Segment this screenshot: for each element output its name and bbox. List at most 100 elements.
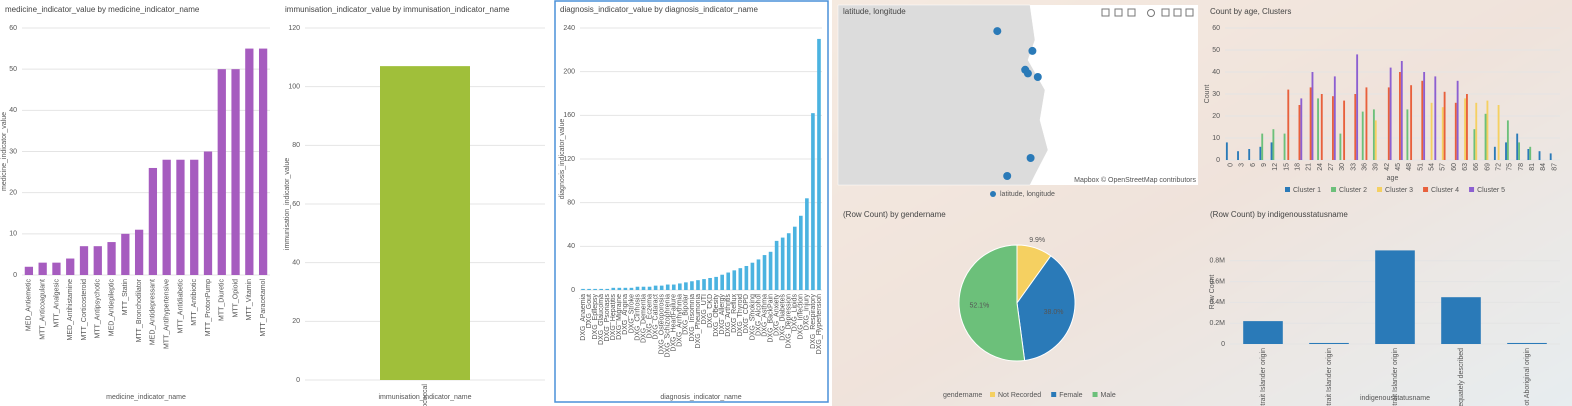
legend-label[interactable]: Cluster 1 <box>1293 187 1321 194</box>
bar[interactable] <box>1473 129 1476 160</box>
bar[interactable] <box>1410 85 1413 160</box>
bar[interactable] <box>714 276 718 290</box>
bar[interactable] <box>1309 342 1349 344</box>
bar[interactable] <box>148 167 158 275</box>
bar[interactable] <box>762 255 767 290</box>
bar[interactable] <box>799 215 803 290</box>
bar[interactable] <box>792 226 797 290</box>
bar[interactable] <box>1374 120 1377 160</box>
bar[interactable] <box>1339 133 1342 160</box>
bar[interactable] <box>79 246 89 275</box>
bar[interactable] <box>817 38 821 290</box>
bar[interactable] <box>121 233 130 275</box>
bar[interactable] <box>665 284 670 290</box>
bar[interactable] <box>1389 67 1392 160</box>
bar[interactable] <box>1484 113 1487 160</box>
bar[interactable] <box>1309 87 1312 160</box>
bar[interactable] <box>258 48 268 276</box>
bar[interactable] <box>587 288 591 290</box>
bar[interactable] <box>805 198 809 290</box>
bar[interactable] <box>1538 151 1541 160</box>
bar[interactable] <box>1243 321 1283 344</box>
bar[interactable] <box>696 280 700 290</box>
legend-label[interactable]: Cluster 3 <box>1385 187 1413 194</box>
bar[interactable] <box>811 113 815 291</box>
bar[interactable] <box>1406 109 1409 160</box>
bar[interactable] <box>671 284 676 290</box>
map-point[interactable] <box>1033 73 1042 81</box>
bar[interactable] <box>726 272 731 290</box>
legend-label[interactable]: Cluster 4 <box>1431 187 1459 194</box>
bar[interactable] <box>1332 96 1334 160</box>
bar[interactable] <box>678 283 682 290</box>
legend-label[interactable]: Female <box>1059 392 1082 399</box>
bar[interactable] <box>611 287 616 290</box>
bar[interactable] <box>1505 142 1507 160</box>
map-point[interactable] <box>1028 46 1037 55</box>
bar[interactable] <box>750 262 755 290</box>
bar[interactable] <box>176 159 185 275</box>
bar[interactable] <box>647 286 652 290</box>
map-point[interactable] <box>1023 69 1032 78</box>
pie-slice[interactable] <box>958 244 1026 362</box>
bar[interactable] <box>24 266 34 275</box>
bar[interactable] <box>1441 107 1444 160</box>
bar[interactable] <box>52 262 61 275</box>
bar[interactable] <box>1423 72 1426 160</box>
bar[interactable] <box>708 277 712 290</box>
bar[interactable] <box>1527 149 1530 160</box>
legend-label[interactable]: Cluster 2 <box>1339 187 1367 194</box>
bar[interactable] <box>1486 100 1489 160</box>
bar[interactable] <box>780 237 785 290</box>
bar[interactable] <box>1225 142 1228 160</box>
bar[interactable] <box>786 233 791 290</box>
bar[interactable] <box>1466 94 1468 160</box>
bar[interactable] <box>1248 149 1251 160</box>
bar[interactable] <box>1443 91 1446 160</box>
bar[interactable] <box>1399 72 1401 160</box>
bar[interactable] <box>1475 102 1478 160</box>
bar[interactable] <box>1421 80 1424 160</box>
bar[interactable] <box>1259 146 1262 160</box>
bar[interactable] <box>1343 100 1346 160</box>
bar[interactable] <box>1549 153 1552 160</box>
bar[interactable] <box>107 242 116 275</box>
bar[interactable] <box>774 240 779 290</box>
bar[interactable] <box>1441 297 1481 344</box>
bar[interactable] <box>605 288 610 290</box>
bar[interactable] <box>738 268 743 290</box>
bar[interactable] <box>1320 94 1323 160</box>
bar[interactable] <box>623 287 628 290</box>
bar[interactable] <box>1237 151 1239 160</box>
map-point[interactable] <box>1026 154 1035 162</box>
bar[interactable] <box>1506 120 1509 160</box>
bar[interactable] <box>1300 98 1303 160</box>
bar[interactable] <box>1261 133 1264 160</box>
bar[interactable] <box>1311 72 1314 160</box>
bar[interactable] <box>38 262 47 275</box>
bar[interactable] <box>245 48 254 276</box>
bar[interactable] <box>684 282 688 290</box>
bar[interactable] <box>641 286 646 290</box>
bar[interactable] <box>190 159 199 275</box>
bar[interactable] <box>581 288 585 290</box>
bar[interactable] <box>599 288 603 290</box>
legend-label[interactable]: Not Recorded <box>998 392 1041 399</box>
bar[interactable] <box>1272 129 1275 160</box>
bar[interactable] <box>1333 76 1336 160</box>
legend-label[interactable]: Male <box>1101 392 1116 399</box>
map-toolbar[interactable] <box>1101 8 1194 17</box>
bar[interactable] <box>1497 105 1500 160</box>
bar[interactable] <box>66 258 75 275</box>
bar[interactable] <box>162 159 171 275</box>
bar[interactable] <box>653 285 658 290</box>
bar[interactable] <box>1456 80 1459 160</box>
bar[interactable] <box>690 281 694 290</box>
bar[interactable] <box>1400 61 1403 160</box>
bar[interactable] <box>1434 76 1437 160</box>
bar[interactable] <box>702 279 706 290</box>
bar[interactable] <box>203 151 213 276</box>
bar[interactable] <box>1387 87 1390 160</box>
bar[interactable] <box>1464 98 1467 160</box>
bar[interactable] <box>1283 133 1286 160</box>
